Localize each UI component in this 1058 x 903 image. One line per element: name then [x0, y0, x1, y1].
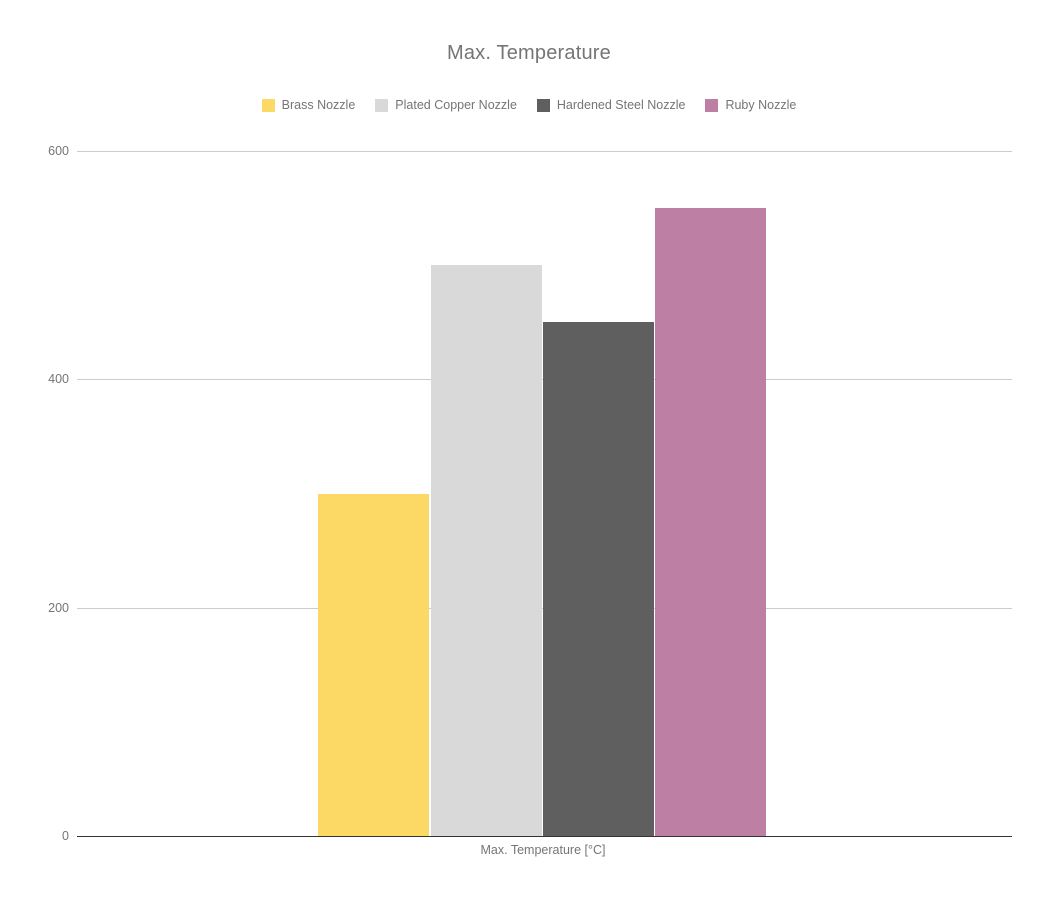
bar-plated-copper-nozzle[interactable]	[431, 265, 542, 836]
y-axis-tick-label: 400	[48, 372, 69, 387]
legend-item-hardened-steel-nozzle[interactable]: Hardened Steel Nozzle	[536, 98, 686, 112]
legend-label: Brass Nozzle	[281, 98, 356, 112]
gridline-600	[77, 151, 1012, 152]
bar-brass-nozzle[interactable]	[318, 493, 429, 836]
legend-swatch-icon	[261, 98, 275, 112]
legend-swatch-icon	[375, 98, 389, 112]
legend-label: Hardened Steel Nozzle	[556, 98, 686, 112]
bar-ruby-nozzle[interactable]	[655, 208, 766, 836]
legend-label: Plated Copper Nozzle	[395, 98, 517, 112]
y-axis-tick-label: 0	[62, 829, 69, 843]
x-axis-baseline	[77, 836, 1012, 837]
x-axis-label: Max. Temperature [°C]	[0, 843, 1058, 857]
bar-group	[77, 151, 1012, 836]
y-axis-tick-label: 600	[48, 144, 69, 158]
chart-title: Max. Temperature	[446, 42, 611, 64]
x-axis-label-text: Max. Temperature [°C]	[480, 843, 606, 857]
legend-item-ruby-nozzle[interactable]: Ruby Nozzle	[705, 98, 796, 112]
y-axis-tick-label: 200	[48, 600, 69, 615]
plot-area	[77, 151, 1012, 837]
legend-swatch-icon	[705, 98, 719, 112]
legend-label: Ruby Nozzle	[725, 98, 797, 112]
legend-swatch-icon	[536, 98, 550, 112]
legend-item-brass-nozzle[interactable]: Brass Nozzle	[261, 98, 356, 112]
legend-item-plated-copper-nozzle[interactable]: Plated Copper Nozzle	[375, 98, 517, 112]
chart-legend: Brass Nozzle Plated Copper Nozzle Harden…	[0, 98, 1058, 112]
bar-hardened-steel-nozzle[interactable]	[543, 322, 654, 836]
y-axis-tick-labels: 600 400 200 0	[0, 144, 69, 843]
